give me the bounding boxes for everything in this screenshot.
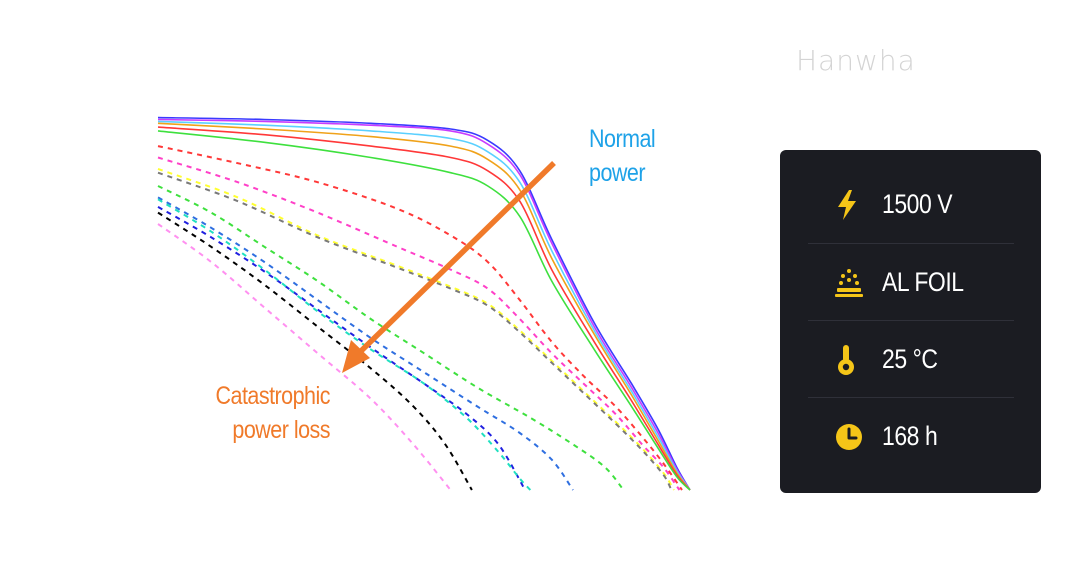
condition-label: 168 h: [882, 421, 938, 451]
test-conditions-panel: 1500 V AL FOIL 25 °C: [780, 150, 1041, 493]
curves-group: [157, 116, 691, 491]
series-line-15: [157, 211, 473, 491]
series-line-10: [157, 171, 673, 491]
condition-temperature: 25 °C: [808, 320, 1014, 398]
trend-arrow-head: [342, 340, 370, 373]
normal-power-label: Normal power: [589, 122, 656, 190]
condition-voltage: 1500 V: [808, 166, 1014, 243]
lightning-icon: [834, 185, 882, 225]
condition-duration: 168 h: [808, 397, 1014, 475]
condition-material: AL FOIL: [808, 243, 1014, 321]
thermometer-icon: [834, 340, 882, 380]
series-line-14: [157, 198, 532, 491]
condition-label: AL FOIL: [882, 267, 964, 297]
catastrophic-loss-label: Catastrophic power loss: [199, 379, 330, 447]
series-line-4: [157, 122, 691, 491]
series-line-16: [157, 223, 452, 491]
clock-icon: [834, 417, 882, 457]
series-line-8: [157, 156, 681, 491]
series-line-3: [157, 120, 691, 491]
series-line-6: [157, 130, 691, 491]
foil-icon: [834, 263, 882, 303]
series-line-7: [157, 145, 683, 491]
series-line-12: [157, 196, 574, 491]
catastrophic-line-2: power loss: [232, 416, 330, 444]
condition-label: 1500 V: [882, 189, 953, 219]
series-line-11: [157, 185, 625, 491]
catastrophic-line-1: Catastrophic: [215, 382, 330, 410]
brand-logo: Hanwha: [796, 44, 916, 77]
condition-label: 25 °C: [882, 344, 938, 374]
normal-power-line-2: power: [589, 159, 645, 187]
series-line-5: [157, 126, 691, 491]
trend-arrow-line: [358, 161, 556, 354]
series-line-13: [157, 206, 526, 491]
normal-power-line-1: Normal: [589, 125, 656, 153]
trend-arrow: [342, 161, 556, 373]
